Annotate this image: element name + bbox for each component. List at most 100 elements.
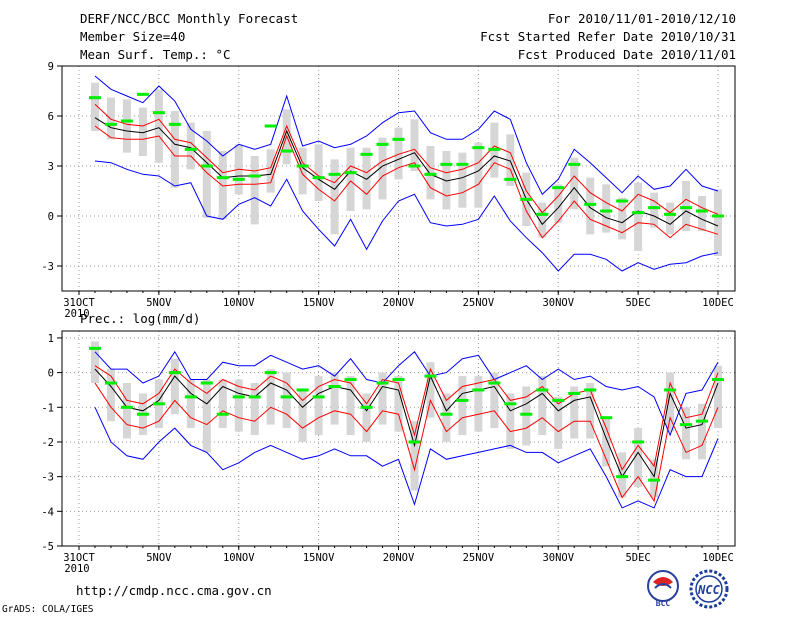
chart-title: DERF/NCC/BCC Monthly Forecast	[80, 11, 299, 26]
median-mark	[344, 378, 357, 382]
chart-panel-1: -3 0 3 6 9 31OCT 5NOV 10NOV 15NOV 20NOV 25NOV 30NOV…	[41, 61, 736, 320]
ensemble-box	[106, 369, 115, 422]
ensemble-box	[378, 372, 387, 425]
ensemble-box	[170, 358, 179, 415]
x-year-label: 2010	[64, 308, 89, 320]
ensemble-box	[298, 389, 307, 442]
median-mark	[280, 149, 293, 153]
median-mark	[520, 412, 533, 416]
median-mark	[360, 405, 373, 409]
ensemble-box	[346, 147, 355, 211]
median-mark	[312, 176, 325, 180]
y-tick-label-4: 9	[48, 61, 54, 73]
ensemble-box	[682, 181, 691, 231]
series-mean-line	[94, 117, 719, 227]
median-mark	[424, 172, 437, 176]
ensemble-box	[362, 147, 371, 210]
y-tick-label-6: 1	[48, 333, 54, 345]
median-mark	[664, 388, 677, 392]
ensemble-box	[666, 202, 675, 235]
median-mark	[584, 202, 597, 206]
median-mark	[328, 384, 341, 388]
ensemble-box	[314, 376, 323, 436]
median-mark	[584, 388, 597, 392]
ensemble-box	[202, 131, 211, 218]
median-mark	[712, 378, 724, 382]
median-mark	[88, 96, 101, 100]
variable-label: Mean Surf. Temp.: °C	[80, 47, 231, 62]
ensemble-box	[570, 157, 579, 210]
ensemble-box	[394, 127, 403, 180]
median-mark	[392, 378, 405, 382]
median-mark	[552, 398, 565, 402]
x-tick-label-4: 20NOV	[383, 297, 415, 309]
median-mark	[536, 212, 549, 216]
median-mark	[344, 171, 357, 175]
ensemble-box	[106, 97, 115, 140]
x-tick-label-5: 25NOV	[463, 297, 495, 309]
ensemble-box	[602, 417, 611, 467]
ensemble-box	[394, 376, 403, 432]
median-mark	[120, 405, 133, 409]
series-max-line	[94, 350, 719, 437]
ensemble-box	[698, 196, 707, 231]
median-mark	[136, 92, 149, 96]
ncc-logo-text: NCC	[697, 583, 720, 597]
ensemble-box	[154, 89, 163, 163]
ensemble-box	[362, 393, 371, 442]
x-tick-label-7: 5DEC	[625, 297, 650, 309]
median-mark	[488, 147, 501, 151]
ensemble-box	[650, 459, 659, 498]
ensemble-box	[458, 376, 467, 436]
x-tick-label-2: 10NOV	[223, 552, 255, 564]
median-mark	[280, 395, 293, 399]
median-mark	[248, 395, 261, 399]
median-mark	[440, 412, 453, 416]
x-tick-label-2: 10NOV	[223, 297, 255, 309]
median-mark	[456, 162, 469, 166]
median-mark	[552, 186, 565, 190]
plot-frame	[61, 330, 736, 547]
x-tick-label-0: 31OCT	[63, 297, 95, 309]
median-mark	[312, 395, 325, 399]
ensemble-box	[90, 341, 99, 384]
ensemble-box	[298, 147, 307, 195]
ensemble-box	[266, 369, 275, 425]
x-tick-label-8: 10DEC	[702, 297, 734, 309]
ensemble-box	[586, 177, 595, 235]
median-mark	[248, 174, 261, 178]
ensemble-box	[138, 107, 147, 156]
x-tick-label-7: 5DEC	[625, 552, 650, 564]
median-mark	[216, 412, 229, 416]
median-mark	[376, 381, 389, 385]
ensemble-box	[602, 184, 611, 233]
ensemble-box	[554, 396, 563, 449]
median-mark	[136, 412, 149, 416]
source-url: http://cmdp.ncc.cma.gov.cn	[76, 583, 272, 598]
series-upper-line	[94, 365, 719, 471]
y-tick-label-3: -2	[41, 437, 54, 449]
ensemble-box	[698, 403, 707, 460]
series-min-line	[94, 407, 719, 509]
series-mean-line	[94, 368, 719, 478]
median-mark	[264, 124, 277, 128]
median-mark	[456, 398, 469, 402]
x-tick-label-8: 10DEC	[702, 552, 734, 564]
y-tick-label-2: -3	[41, 472, 54, 484]
ensemble-box	[346, 376, 355, 436]
median-mark	[360, 152, 373, 156]
median-mark	[104, 381, 117, 385]
ensemble-box	[538, 376, 547, 436]
median-mark	[680, 206, 693, 210]
median-mark	[168, 122, 181, 126]
median-mark	[472, 146, 485, 150]
ncc-logo: NCC	[689, 569, 729, 609]
series-upper-line	[94, 103, 719, 215]
ensemble-box	[186, 122, 195, 170]
x-tick-label-4: 20NOV	[383, 552, 415, 564]
median-mark	[488, 381, 501, 385]
ensemble-box	[650, 192, 659, 228]
ensemble-box	[186, 379, 195, 429]
median-mark	[88, 346, 101, 350]
